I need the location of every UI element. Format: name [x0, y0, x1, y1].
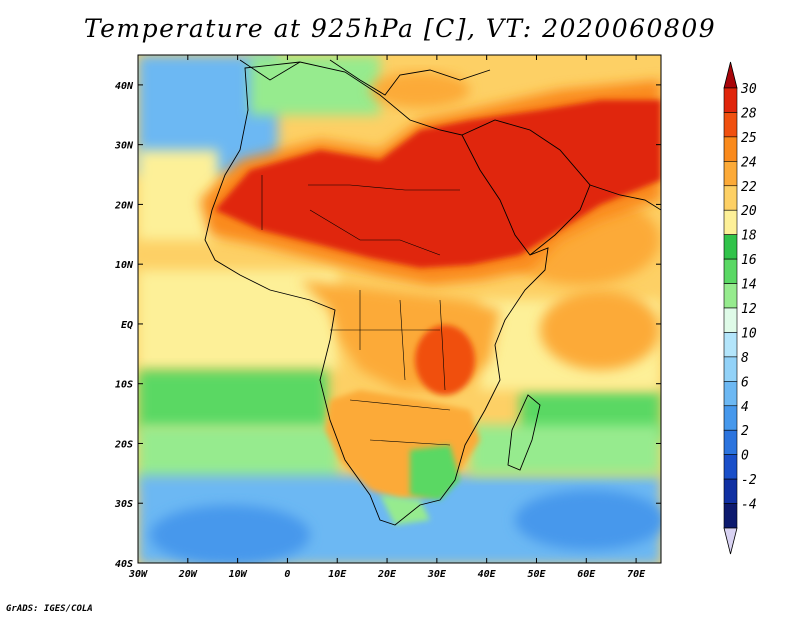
colorbar-swatch: [723, 454, 738, 480]
lon-tick-label: 40E: [478, 569, 497, 580]
colorbar-swatch: [723, 112, 738, 138]
lon-tick-label: 50E: [527, 569, 546, 580]
colorbar-label: 12: [741, 302, 757, 317]
colorbar-label: 4: [741, 400, 749, 415]
colorbar-label: 18: [741, 229, 757, 244]
east-africa-hot: [415, 325, 475, 395]
colorbar-label: 10: [741, 326, 757, 341]
lat-tick-label: 10S: [115, 380, 133, 391]
lat-tick-label: 20S: [114, 439, 133, 450]
lon-tick-label: 20E: [377, 569, 397, 580]
colorbar-label: 16: [741, 253, 757, 268]
europe-coastline: [239, 59, 491, 96]
colorbar-swatch: [723, 161, 738, 187]
south-atlantic-green: [138, 370, 328, 430]
lat-tick-label: 40S: [115, 559, 133, 570]
colorbar-label: 8: [741, 351, 749, 366]
colorbar-swatch: [723, 234, 738, 260]
cape-mild: [380, 495, 430, 525]
colorbar-swatch: [723, 405, 738, 431]
colorbar-label: 28: [741, 106, 757, 121]
indian-ocean-pale: [470, 425, 661, 475]
lon-tick-label: 70E: [627, 569, 646, 580]
indian-ocean-hot: [540, 290, 660, 370]
lat-tick-label: 20N: [114, 200, 134, 211]
sahara-hot: [215, 100, 661, 268]
colorbar-label: 25: [741, 131, 757, 146]
lat-tick-label: 10N: [115, 260, 134, 271]
credit-text: GrADS: IGES/COLA: [6, 604, 93, 614]
lat-tick-label: 40N: [115, 81, 134, 92]
colorbar-swatch: [723, 381, 738, 407]
colorbar-swatch: [723, 478, 738, 504]
arabia-coastline: [461, 119, 591, 256]
tropical-atlantic: [138, 270, 338, 370]
colorbar-label: -4: [741, 498, 757, 513]
colorbar-label: -2: [741, 473, 757, 488]
colorbar-swatch: [723, 332, 738, 358]
coastlines: [204, 59, 661, 526]
latitude-axis: 40N 30N 20N 10N EQ 10S 20S 30S 40S: [114, 81, 661, 570]
colorbar-above-triangle: [723, 61, 738, 89]
colorbar-swatch: [723, 209, 738, 235]
colorbar-swatch: [723, 136, 738, 162]
mediterranean-warm: [370, 72, 470, 108]
colorbar-swatch: [723, 356, 738, 382]
lon-tick-label: 0: [284, 569, 290, 580]
lon-tick-label: 60E: [577, 569, 596, 580]
colorbar-swatch: [723, 503, 738, 529]
country-borders: [261, 175, 460, 446]
colorbar-swatch: [723, 185, 738, 211]
south-atlantic-cold: [150, 505, 310, 563]
colorbar-swatch: [723, 87, 738, 113]
colorbar-swatch: [723, 307, 738, 333]
indian-ocean-cold: [515, 490, 661, 550]
colorbar-below-triangle: [723, 527, 738, 555]
colorbar-label: 2: [741, 424, 749, 439]
map-title: Temperature at 925hPa [C], VT: 202006080…: [83, 14, 717, 43]
colorbar-swatch: [723, 429, 738, 455]
lat-tick-label: 30N: [114, 141, 134, 152]
colorbar-label: 22: [741, 180, 757, 195]
atlantic-subtropics: [138, 150, 218, 240]
lon-tick-label: 10E: [328, 569, 347, 580]
lon-tick-label: 20W: [178, 569, 198, 580]
asia-coastline: [589, 184, 661, 211]
colorbar-label: 30: [740, 82, 757, 97]
colorbar-swatch: [723, 283, 738, 309]
lat-tick-label: EQ: [121, 320, 133, 331]
lon-tick-label: 30W: [128, 569, 148, 580]
mediterranean-mild: [250, 55, 380, 115]
colorbar-label: 6: [741, 375, 749, 390]
colorbar-label: 0: [741, 449, 749, 464]
colorbar-label: 24: [741, 155, 757, 170]
lon-tick-label: 10W: [229, 569, 248, 580]
lat-tick-label: 30S: [114, 499, 133, 510]
colorbar-label: 20: [741, 204, 757, 219]
africa-coastline: [204, 61, 549, 526]
temperature-field: [138, 55, 661, 563]
colorbar-label: 14: [741, 278, 757, 293]
madagascar-coastline: [507, 394, 541, 471]
colorbar-swatch: [723, 258, 738, 284]
longitude-axis: 30W 20W 10W 0 10E 20E 30E 40E 50E 60E 70E: [128, 55, 646, 580]
south-africa-cool: [410, 445, 460, 500]
map-frame: [137, 54, 662, 564]
lon-tick-label: 30E: [427, 569, 447, 580]
